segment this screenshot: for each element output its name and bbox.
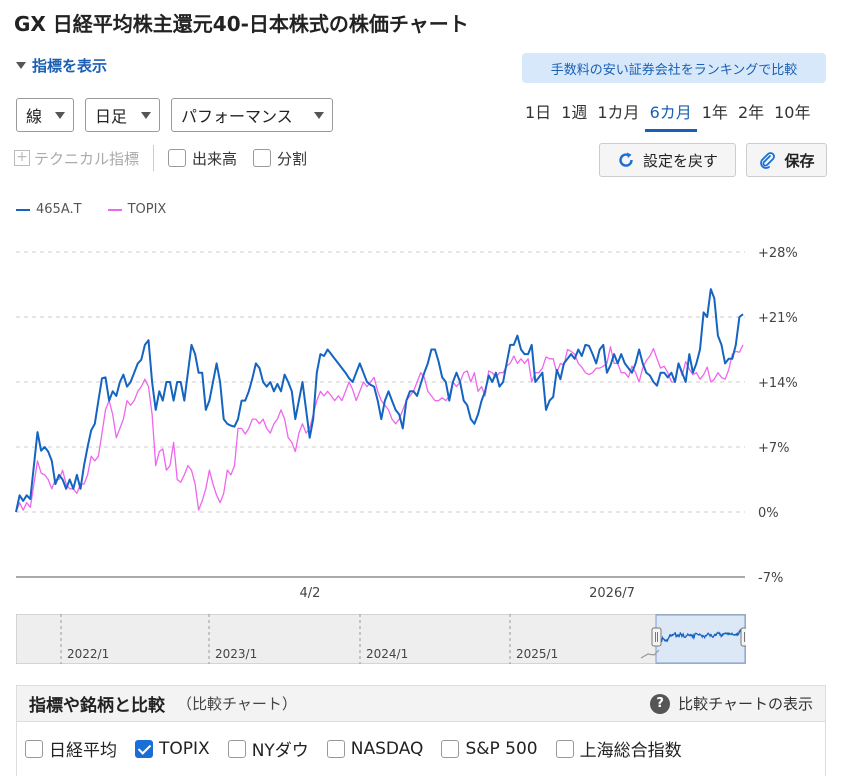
- split-toggle[interactable]: 分割: [253, 148, 307, 169]
- navigator-year-label: 2024/1: [366, 647, 408, 661]
- split-checkbox[interactable]: [253, 149, 272, 167]
- legend-label-topix: TOPIX: [127, 202, 167, 217]
- save-button[interactable]: 保存: [746, 143, 827, 177]
- interval-value: 日足: [95, 107, 128, 126]
- divider: [153, 145, 155, 171]
- compare-item-5[interactable]: 上海総合指数: [555, 736, 682, 761]
- volume-checkbox[interactable]: [168, 149, 187, 167]
- period-tab-0[interactable]: 1日: [525, 103, 552, 122]
- navigator-track: [16, 614, 746, 664]
- price-chart[interactable]: +28% +21% +14% +7% 0% -7% 4/2 2026/7: [0, 230, 853, 610]
- y-tick-label: +28%: [758, 246, 798, 261]
- y-tick-label: -7%: [758, 571, 783, 586]
- navigator-year-label: 2025/1: [516, 647, 558, 661]
- period-tab-4[interactable]: 1年: [701, 103, 728, 122]
- y-tick-label: +14%: [758, 376, 798, 391]
- compare-item-1[interactable]: TOPIX: [135, 739, 210, 759]
- legend-label-465a: 465A.T: [36, 202, 82, 217]
- y-tick-label: +21%: [758, 311, 798, 326]
- volume-toggle[interactable]: 出来高: [168, 148, 237, 169]
- broker-ranking-button[interactable]: 手数料の安い証券会社をランキングで比較: [522, 53, 826, 83]
- save-label: 保存: [784, 151, 815, 170]
- compare-checkbox-3[interactable]: [326, 739, 345, 758]
- compare-label-1: TOPIX: [159, 738, 210, 759]
- compare-checkbox-2[interactable]: [227, 739, 246, 758]
- compare-items: 日経平均 TOPIX NYダウ NASDAQ S&P 500 上海総合指数: [17, 722, 825, 761]
- reset-settings-button[interactable]: 設定を戻す: [599, 143, 736, 177]
- legend-swatch-topix: [107, 208, 122, 211]
- compare-label-3: NASDAQ: [350, 738, 424, 759]
- navigator-year-label: 2022/1: [67, 647, 109, 661]
- question-icon: ?: [650, 693, 671, 714]
- compare-label-2: NYダウ: [251, 741, 309, 761]
- navigator-mini-line: [659, 628, 745, 643]
- plus-icon[interactable]: +: [14, 150, 30, 166]
- compare-help[interactable]: ? 比較チャートの表示: [650, 693, 813, 714]
- indicator-toggle-label: 指標を表示: [32, 57, 108, 75]
- mode-value: パフォーマンス: [181, 107, 293, 126]
- compare-item-4[interactable]: S&P 500: [441, 738, 538, 759]
- mode-select[interactable]: パフォーマンス: [171, 98, 333, 132]
- compare-heading: 指標や銘柄と比較: [29, 696, 165, 716]
- navigator-selection[interactable]: [655, 614, 746, 664]
- compare-help-label: 比較チャートの表示: [678, 695, 813, 713]
- legend-swatch-465a: [16, 208, 30, 211]
- period-tab-3[interactable]: 6カ月: [644, 102, 697, 132]
- reset-label: 設定を戻す: [642, 151, 718, 170]
- compare-item-0[interactable]: 日経平均: [25, 736, 117, 761]
- caret-down-icon: [16, 62, 26, 69]
- period-tab-1[interactable]: 1週: [561, 103, 588, 122]
- compare-label-5: 上海総合指数: [579, 741, 682, 761]
- navigator-year-label: 2023/1: [215, 647, 257, 661]
- chevron-down-icon: [314, 112, 324, 119]
- navigator-handle-left[interactable]: [651, 627, 662, 647]
- refresh-icon: [619, 152, 633, 167]
- compare-header: 指標や銘柄と比較 （比較チャート） ? 比較チャートの表示: [17, 686, 825, 722]
- interval-select[interactable]: 日足: [85, 98, 160, 132]
- paperclip-icon: [760, 152, 776, 169]
- compare-checkbox-0[interactable]: [25, 739, 43, 758]
- series-line-topix: [15, 344, 744, 513]
- compare-panel: 指標や銘柄と比較 （比較チャート） ? 比較チャートの表示 日経平均 TOPIX N…: [16, 685, 826, 776]
- split-label: 分割: [277, 149, 308, 168]
- indicator-toggle[interactable]: 指標を表示: [16, 55, 107, 76]
- series-line-465a: [15, 288, 744, 513]
- navigator-handle-right[interactable]: [740, 627, 746, 647]
- compare-checkbox-4[interactable]: [441, 739, 460, 758]
- y-tick-label: +7%: [758, 441, 790, 456]
- period-tab-6[interactable]: 10年: [774, 103, 811, 122]
- compare-item-2[interactable]: NYダウ: [227, 736, 309, 761]
- compare-checkbox-1[interactable]: [135, 739, 153, 758]
- y-tick-label: 0%: [758, 506, 779, 521]
- technical-indicator-button[interactable]: テクニカル指標: [34, 149, 140, 168]
- page-title: GX 日経平均株主還元40-日本株式の株価チャート: [14, 12, 469, 36]
- chart-type-value: 線: [26, 107, 43, 126]
- compare-item-3[interactable]: NASDAQ: [326, 738, 424, 759]
- period-tabs: 1日 1週 1カ月 6カ月 1年 2年 10年: [520, 102, 816, 132]
- navigator-history-line: [640, 649, 660, 659]
- chevron-down-icon: [55, 112, 65, 119]
- x-tick-label: 4/2: [300, 586, 321, 601]
- compare-label-4: S&P 500: [465, 738, 538, 759]
- chart-legend: 465A.T TOPIX: [16, 202, 166, 217]
- period-tab-2[interactable]: 1カ月: [597, 103, 640, 122]
- compare-checkbox-5[interactable]: [555, 739, 574, 758]
- x-tick-label: 2026/7: [589, 586, 635, 601]
- compare-subheading: （比較チャート）: [177, 695, 297, 713]
- chart-type-select[interactable]: 線: [16, 98, 74, 132]
- compare-label-0: 日経平均: [49, 741, 117, 761]
- period-tab-5[interactable]: 2年: [737, 103, 765, 122]
- chevron-down-icon: [141, 112, 151, 119]
- volume-label: 出来高: [192, 149, 238, 168]
- tool-row: + テクニカル指標 出来高 分割: [14, 145, 323, 171]
